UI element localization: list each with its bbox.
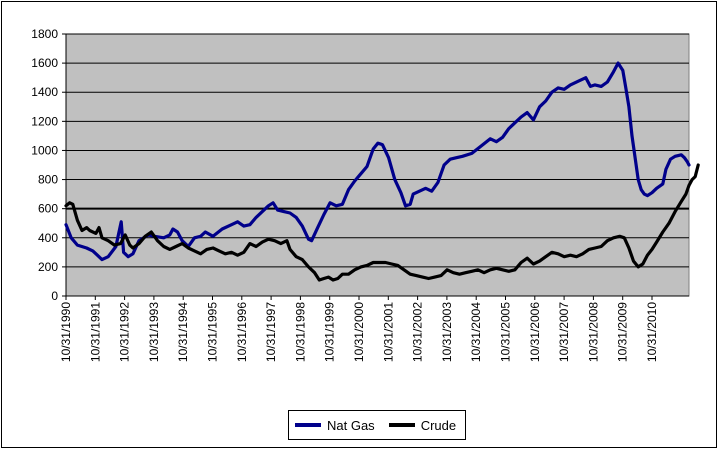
y-tick-label: 800	[38, 173, 58, 187]
x-tick-label: 10/31/1996	[235, 302, 249, 362]
plot-area	[65, 33, 690, 297]
x-tick-label: 10/31/2000	[352, 302, 366, 362]
legend: Nat Gas Crude	[288, 410, 466, 440]
series-line-crude	[64, 163, 700, 282]
x-tick-label: 10/31/1990	[59, 302, 73, 362]
series-line-nat-gas	[64, 61, 691, 262]
x-tick-label: 10/31/1994	[176, 302, 190, 362]
x-tick-label: 10/31/1999	[323, 302, 337, 362]
x-axis-ticks: 10/31/1990 10/31/1991 10/31/1992 10/31/1993…	[59, 296, 659, 362]
legend-label-nat-gas: Nat Gas	[327, 417, 375, 433]
x-tick-label: 10/31/2008	[586, 302, 600, 362]
y-tick-label: 1400	[31, 85, 58, 99]
x-tick-label: 10/31/2005	[499, 302, 513, 362]
legend-swatch-crude	[388, 423, 415, 427]
x-tick-label: 10/31/2002	[411, 302, 425, 362]
x-tick-label: 10/31/1991	[88, 302, 102, 362]
x-tick-label: 10/31/2009	[616, 302, 630, 362]
legend-swatch-nat-gas	[295, 423, 321, 427]
y-tick-label: 400	[38, 231, 58, 245]
y-tick-label: 1800	[31, 27, 58, 41]
y-tick-label: 1200	[31, 114, 58, 128]
x-tick-label: 10/31/2001	[381, 302, 395, 362]
x-tick-label: 10/31/2007	[557, 302, 571, 362]
y-tick-label: 1000	[31, 143, 58, 157]
y-tick-label: 0	[51, 289, 58, 303]
series-layer	[64, 61, 700, 282]
y-tick-label: 1600	[31, 56, 58, 70]
x-tick-label: 10/31/2003	[440, 302, 454, 362]
x-tick-label: 10/31/2006	[528, 302, 542, 362]
legend-label-crude: Crude	[420, 417, 457, 433]
x-tick-label: 10/31/1993	[147, 302, 161, 362]
y-tick-label: 600	[38, 202, 58, 216]
x-tick-label: 10/31/2010	[645, 302, 659, 362]
x-tick-label: 10/31/1995	[206, 302, 220, 362]
y-tick-label: 200	[38, 260, 58, 274]
x-tick-label: 10/31/2004	[469, 302, 483, 362]
legend-item-nat-gas: Nat Gas	[295, 418, 375, 433]
x-tick-label: 10/31/1997	[264, 302, 278, 362]
y-axis-ticks: 0 200 400 600 800 1000 1200 1400 1600 1800	[31, 27, 689, 303]
x-tick-label: 10/31/1992	[118, 302, 132, 362]
x-tick-label: 10/31/1998	[293, 302, 307, 362]
legend-item-crude: Crude	[388, 417, 457, 433]
